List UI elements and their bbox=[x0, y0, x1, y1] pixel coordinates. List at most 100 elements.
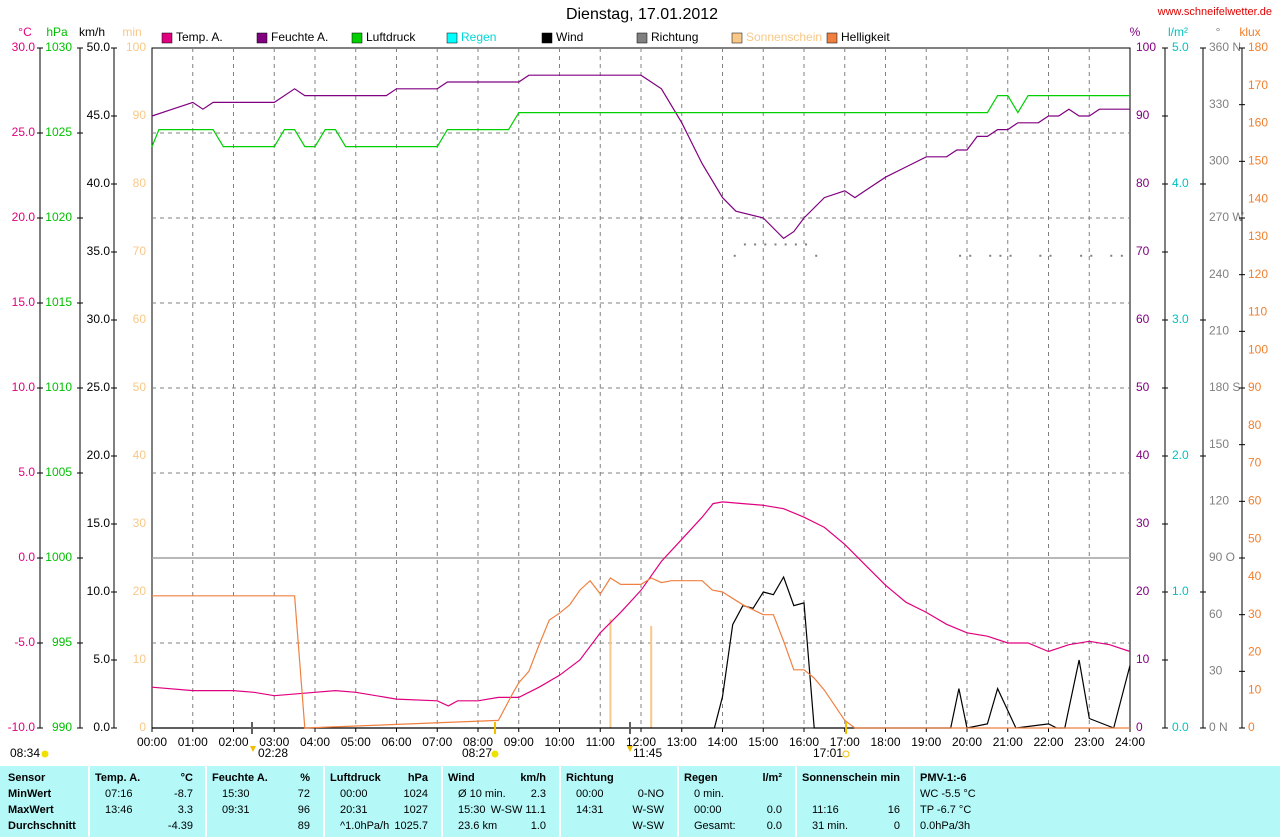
cell-right: 16 bbox=[887, 804, 900, 816]
y-tick-label: 150 bbox=[1248, 154, 1268, 168]
direction-dot bbox=[764, 243, 767, 246]
cell-left: ^1.0hPa/h bbox=[340, 820, 390, 832]
column-unit: l/m² bbox=[762, 772, 782, 784]
x-tick-label: 04:00 bbox=[300, 735, 330, 749]
y-tick-label: 1015 bbox=[45, 295, 72, 309]
direction-dot bbox=[794, 243, 797, 246]
x-tick-label: 09:00 bbox=[504, 735, 534, 749]
cell-left: 23.6 km bbox=[458, 820, 498, 832]
legend-label: Richtung bbox=[651, 30, 698, 44]
column-title: Luftdruck bbox=[330, 772, 381, 784]
y-tick-label: 160 bbox=[1248, 116, 1268, 130]
y-tick-label: 270 W bbox=[1209, 210, 1244, 224]
column-separator bbox=[205, 766, 207, 837]
cell-right: 96 bbox=[297, 804, 310, 816]
chart-title: Dienstag, 17.01.2012 bbox=[566, 6, 718, 23]
cell-right: -8.7 bbox=[174, 788, 193, 800]
y-tick-label: 210 bbox=[1209, 324, 1229, 338]
x-tick-label: 03:00 bbox=[259, 735, 289, 749]
y-tick-label: 20 bbox=[1248, 645, 1262, 659]
cell-right: 1024 bbox=[403, 788, 428, 800]
y-tick-label: 1005 bbox=[45, 465, 72, 479]
cell-right: W-SW bbox=[632, 820, 664, 832]
y-tick-label: 1025 bbox=[45, 125, 72, 139]
x-tick-label: 24:00 bbox=[1115, 735, 1145, 749]
y-tick-label: 40 bbox=[1248, 569, 1262, 583]
column-title: Wind bbox=[448, 772, 475, 784]
y-tick-label: 90 bbox=[1136, 108, 1150, 122]
column-separator bbox=[677, 766, 679, 837]
column-title: Regen bbox=[684, 772, 718, 784]
legend-swatch bbox=[731, 32, 743, 44]
time-annotation: 08:34 bbox=[10, 746, 40, 760]
y-tick-label: 30 bbox=[1209, 664, 1223, 678]
y-tick-label: 40 bbox=[1136, 448, 1150, 462]
y-tick-label: 120 bbox=[1209, 494, 1229, 508]
background bbox=[0, 0, 1280, 766]
y-tick-label: 15.0 bbox=[87, 516, 111, 530]
cell-right: 0 bbox=[893, 820, 900, 832]
y-tick-label: 100 bbox=[126, 40, 146, 54]
y-tick-label: 80 bbox=[1248, 418, 1262, 432]
x-tick-label: 10:00 bbox=[544, 735, 574, 749]
x-tick-label: 07:00 bbox=[422, 735, 452, 749]
sunshine-bar bbox=[650, 626, 653, 728]
sunrise-icon bbox=[41, 750, 49, 758]
annotations: 08:34 02:28 08:27 11:45 17:01 bbox=[10, 722, 850, 760]
axis-unit: min bbox=[122, 25, 141, 39]
series-line bbox=[152, 577, 1130, 729]
time-annotation: 17:01 bbox=[813, 746, 843, 760]
y-tick-label: 180 S bbox=[1209, 380, 1240, 394]
event-arrow bbox=[627, 746, 633, 752]
cell-left: 07:16 bbox=[105, 788, 133, 800]
axis-unit: l/m² bbox=[1168, 25, 1188, 39]
y-tick-label: 300 bbox=[1209, 154, 1229, 168]
axis-unit: klux bbox=[1239, 25, 1260, 39]
sunshine-bar bbox=[609, 619, 612, 728]
y-tick-label: -5.0 bbox=[14, 635, 35, 649]
axes: 00:00 01:00 02:00 03:00 04:00 05:00 06:00 07:00… bbox=[8, 25, 1269, 749]
cell-right: 1027 bbox=[403, 804, 428, 816]
legend-label: Temp. A. bbox=[176, 30, 223, 44]
y-tick-label: 50 bbox=[1136, 380, 1150, 394]
direction-dot bbox=[1080, 254, 1083, 257]
chart: Dienstag, 17.01.2012 www.schneifelwetter… bbox=[0, 0, 1280, 766]
column-title: Richtung bbox=[566, 772, 614, 784]
x-tick-label: 22:00 bbox=[1033, 735, 1063, 749]
y-tick-label: 35.0 bbox=[87, 244, 111, 258]
series-line bbox=[151, 74, 1130, 240]
y-tick-label: 30.0 bbox=[87, 312, 111, 326]
y-tick-label: 80 bbox=[133, 176, 147, 190]
y-tick-label: 60 bbox=[133, 312, 147, 326]
cell-right: 0.0 bbox=[766, 820, 782, 832]
x-tick-label: 13:00 bbox=[667, 735, 697, 749]
legend-label: Helligkeit bbox=[841, 30, 890, 44]
y-tick-label: 240 bbox=[1209, 267, 1229, 281]
y-tick-label: 60 bbox=[1136, 312, 1150, 326]
legend-label: Luftdruck bbox=[366, 30, 416, 44]
y-tick-label: 50 bbox=[133, 380, 147, 394]
y-tick-label: 130 bbox=[1248, 229, 1268, 243]
y-tick-label: 0.0 bbox=[93, 720, 110, 734]
cell-right: 3.3 bbox=[177, 804, 193, 816]
y-tick-label: 0 bbox=[1248, 720, 1255, 734]
x-tick-label: 05:00 bbox=[341, 735, 371, 749]
cell-right: -4.39 bbox=[167, 820, 193, 832]
y-tick-label: 1020 bbox=[45, 210, 72, 224]
y-tick-label: 360 N bbox=[1209, 40, 1241, 54]
cell-left: TP -6.7 °C bbox=[920, 804, 972, 816]
direction-dot bbox=[754, 243, 757, 246]
row-label: MaxWert bbox=[8, 804, 54, 816]
column-title: Feuchte A. bbox=[212, 772, 268, 784]
cell-left: Gesamt: bbox=[694, 820, 736, 832]
y-tick-label: 150 bbox=[1209, 437, 1229, 451]
direction-dot bbox=[1090, 254, 1093, 257]
y-tick-label: 10.0 bbox=[12, 380, 36, 394]
y-tick-label: 40 bbox=[133, 448, 147, 462]
x-tick-label: 00:00 bbox=[137, 735, 167, 749]
axis-unit: ° bbox=[1216, 25, 1221, 39]
x-tick-label: 14:00 bbox=[707, 735, 737, 749]
axis-unit: °C bbox=[18, 25, 32, 39]
direction-dot bbox=[1110, 254, 1113, 257]
